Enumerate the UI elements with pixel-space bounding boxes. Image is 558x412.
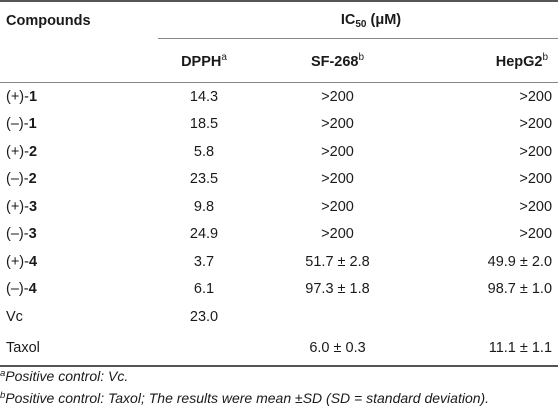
table-row: (+)-4 3.7 51.7 ± 2.8 49.9 ± 2.0 [0, 248, 558, 276]
sf268-cell: >200 [321, 198, 354, 215]
sf268-cell: >200 [321, 171, 354, 188]
hepg2-cell: >200 [519, 88, 553, 105]
header-hepg2: HepG2b [415, 40, 558, 83]
sf268-cell: >200 [321, 143, 354, 160]
sf268-cell: 51.7 ± 2.8 [305, 253, 370, 270]
hepg2-cell: >200 [519, 226, 553, 243]
header-sf268: SF-268b [260, 40, 415, 83]
dpph-cell: 14.3 [189, 88, 219, 105]
sf268-cell: >200 [321, 116, 354, 133]
data-table-container: Compounds IC50 (μM) DPPHa SF-268b HepG2b… [0, 0, 558, 367]
dpph-cell: 24.9 [189, 226, 219, 243]
compound-cell: (–)-2 [6, 171, 37, 188]
sf268-cell: 6.0 ± 0.3 [260, 330, 415, 367]
sf268-cell: >200 [321, 226, 354, 243]
dpph-cell: 5.8 [193, 143, 215, 160]
dpph-cell: 23.0 [189, 308, 219, 325]
footnote-b: bPositive control: Taxol; The results we… [0, 390, 490, 406]
sf268-cell [260, 303, 415, 331]
compound-cell: (+)-3 [6, 198, 38, 215]
hepg2-cell: >200 [519, 171, 553, 188]
header-row-1: Compounds IC50 (μM) [0, 0, 558, 40]
hepg2-cell: >200 [519, 116, 553, 133]
header-dpph: DPPHa [148, 40, 260, 83]
table-row: Vc 23.0 [0, 303, 558, 331]
compound-cell: (–)-1 [6, 116, 37, 133]
compound-cell: (+)-2 [6, 143, 38, 160]
compound-cell: Taxol [0, 330, 148, 367]
table-row: (–)-4 6.1 97.3 ± 1.8 98.7 ± 1.0 [0, 276, 558, 304]
hepg2-cell: >200 [519, 198, 553, 215]
ic50-table: Compounds IC50 (μM) DPPHa SF-268b HepG2b… [0, 0, 558, 367]
compound-cell: Vc [6, 308, 23, 325]
hepg2-cell [415, 303, 558, 331]
hepg2-cell: 11.1 ± 1.1 [415, 330, 558, 367]
table-row: (+)-2 5.8 >200 >200 [0, 138, 558, 166]
hepg2-cell: >200 [519, 143, 553, 160]
footnote-a: aPositive control: Vc. [0, 368, 129, 384]
dpph-cell: 3.7 [193, 253, 215, 270]
hepg2-cell: 98.7 ± 1.0 [487, 281, 553, 298]
table-row: (+)-1 14.3 >200 >200 [0, 83, 558, 111]
dpph-cell: 9.8 [193, 198, 215, 215]
dpph-cell [148, 330, 260, 367]
compound-cell: (–)-3 [6, 226, 37, 243]
header-compounds: Compounds [0, 0, 148, 40]
sf268-cell: 97.3 ± 1.8 [305, 281, 370, 298]
header-ic50: IC50 (μM) [148, 0, 558, 40]
compound-cell: (–)-4 [6, 281, 37, 298]
header-empty-cell [0, 40, 148, 83]
table-row: (–)-1 18.5 >200 >200 [0, 111, 558, 139]
table-row: Taxol 6.0 ± 0.3 11.1 ± 1.1 [0, 330, 558, 367]
table-row: (–)-3 24.9 >200 >200 [0, 221, 558, 249]
ic50-header-underline [158, 38, 558, 39]
sf268-cell: >200 [321, 88, 354, 105]
table-row: (+)-3 9.8 >200 >200 [0, 193, 558, 221]
dpph-cell: 18.5 [189, 116, 219, 133]
hepg2-cell: 49.9 ± 2.0 [487, 253, 553, 270]
dpph-cell: 23.5 [189, 171, 219, 188]
header-row-2: DPPHa SF-268b HepG2b [0, 40, 558, 83]
compound-cell: (+)-1 [6, 88, 38, 105]
compound-cell: (+)-4 [6, 253, 38, 270]
dpph-cell: 6.1 [193, 281, 215, 298]
table-row: (–)-2 23.5 >200 >200 [0, 166, 558, 194]
